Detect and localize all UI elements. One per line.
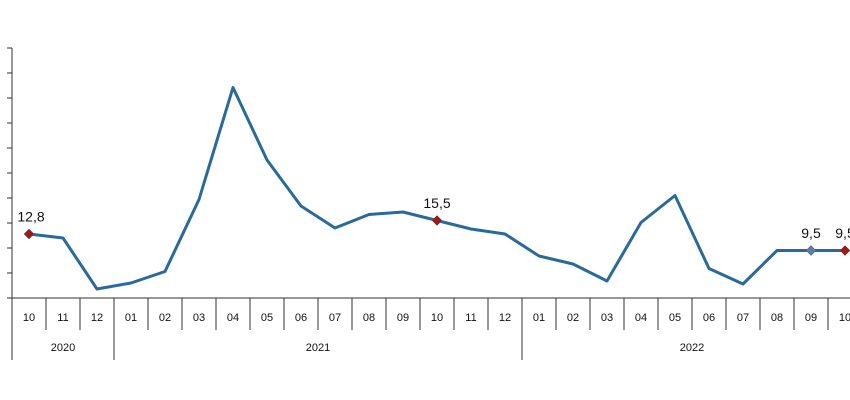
point-marker — [431, 215, 443, 226]
x-tick-label: 02 — [567, 312, 579, 324]
x-tick-label: 10 — [23, 312, 35, 324]
x-tick-label: 10 — [839, 312, 850, 324]
x-tick-label: 04 — [227, 312, 239, 324]
x-tick-label: 06 — [295, 312, 307, 324]
x-tick-label: 09 — [805, 312, 817, 324]
x-tick-label: 07 — [329, 312, 341, 324]
x-tick-label: 01 — [533, 312, 545, 324]
x-tick-label: 08 — [771, 312, 783, 324]
value-label: 15,5 — [423, 195, 450, 211]
x-tick-label: 12 — [91, 312, 103, 324]
x-tick-label: 09 — [397, 312, 409, 324]
x-tick-label: 11 — [465, 312, 476, 324]
year-label: 2022 — [680, 342, 704, 354]
value-label: 12,8 — [17, 209, 44, 225]
x-tick-label: 10 — [431, 312, 443, 324]
x-tick-label: 01 — [125, 312, 137, 324]
x-tick-label: 08 — [363, 312, 375, 324]
point-marker — [23, 228, 35, 240]
x-tick-label: 03 — [193, 312, 205, 324]
data-line — [28, 86, 845, 291]
year-label: 2020 — [51, 342, 75, 354]
year-label: 2021 — [306, 342, 330, 354]
x-tick-label: 05 — [261, 312, 273, 324]
x-tick-label: 06 — [703, 312, 715, 324]
value-label: 9,5 — [835, 225, 850, 241]
x-tick-label: 12 — [499, 312, 511, 324]
x-tick-label: 03 — [601, 312, 613, 324]
point-marker — [805, 245, 817, 256]
value-label: 9,5 — [801, 225, 821, 241]
x-tick-label: 07 — [737, 312, 749, 324]
x-tick-label: 04 — [635, 312, 647, 324]
point-marker — [839, 245, 850, 256]
x-tick-label: 02 — [159, 312, 171, 324]
x-tick-label: 11 — [57, 312, 68, 324]
x-tick-label: 05 — [669, 312, 681, 324]
